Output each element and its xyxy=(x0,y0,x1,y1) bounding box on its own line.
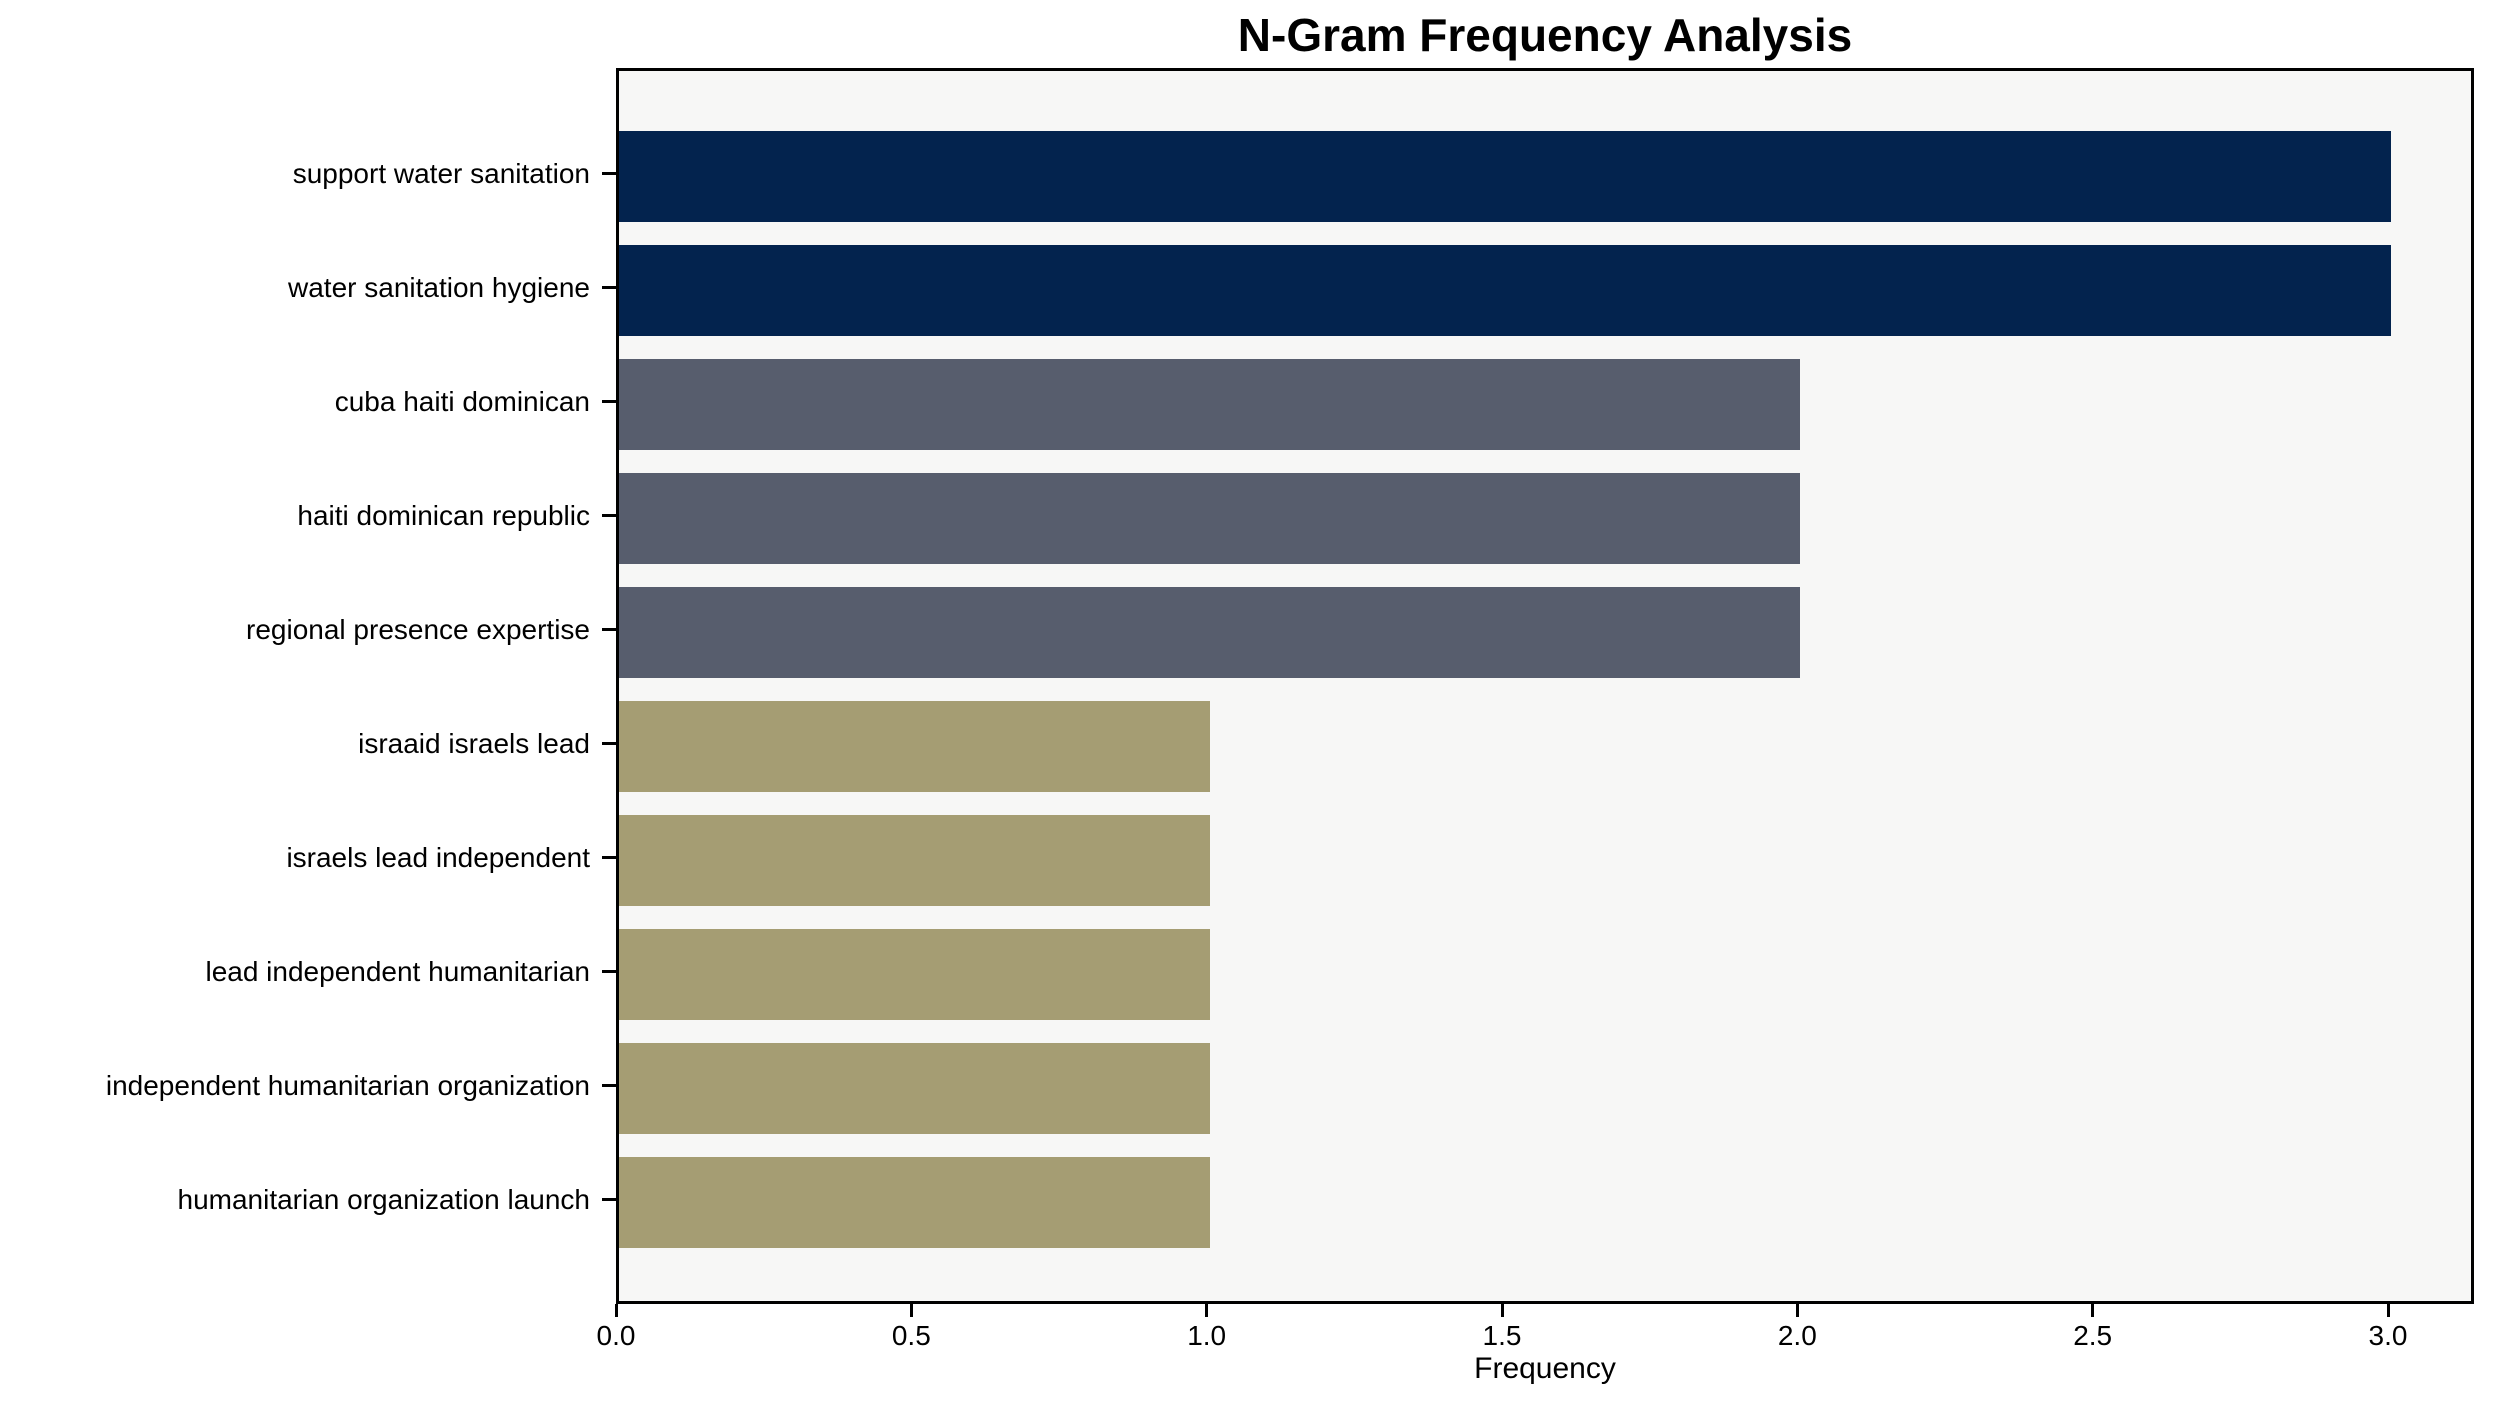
y-tick-mark xyxy=(602,970,616,973)
y-tick-label: support water sanitation xyxy=(292,157,590,189)
y-tick-mark xyxy=(602,514,616,517)
chart-title: N-Gram Frequency Analysis xyxy=(1237,9,1853,61)
y-tick-label: humanitarian organization launch xyxy=(177,1183,591,1215)
y-tick-label: water sanitation hygiene xyxy=(288,271,590,303)
x-tick-mark xyxy=(1795,1304,1799,1317)
y-tick-mark xyxy=(602,400,616,403)
x-axis-label: Frequency xyxy=(1474,1352,1616,1385)
x-tick-label: 0.0 xyxy=(596,1320,636,1351)
bar xyxy=(619,587,1800,678)
y-tick-mark xyxy=(602,172,616,175)
y-tick-label: regional presence expertise xyxy=(246,613,590,645)
x-tick-mark xyxy=(1500,1304,1504,1317)
bar xyxy=(619,245,2391,336)
bar xyxy=(619,1157,1210,1248)
y-tick-mark xyxy=(602,1198,616,1201)
bar xyxy=(619,473,1800,564)
x-tick-mark xyxy=(614,1304,618,1317)
x-tick-mark xyxy=(1205,1304,1209,1317)
y-tick-label: cuba haiti dominican xyxy=(334,385,590,417)
x-tick-label: 1.5 xyxy=(1482,1320,1522,1351)
x-tick-mark xyxy=(2091,1304,2095,1317)
bar xyxy=(619,1043,1210,1134)
x-tick-label: 2.0 xyxy=(1777,1320,1817,1351)
bar xyxy=(619,815,1210,906)
x-tick-mark xyxy=(909,1304,913,1317)
y-tick-label: israaid israels lead xyxy=(358,727,590,759)
x-tick-label: 0.5 xyxy=(891,1320,931,1351)
y-tick-mark xyxy=(602,628,616,631)
x-tick-label: 2.5 xyxy=(2073,1320,2113,1351)
bar xyxy=(619,131,2391,222)
bar xyxy=(619,929,1210,1020)
y-tick-mark xyxy=(602,856,616,859)
bar xyxy=(619,359,1800,450)
x-tick-label: 1.0 xyxy=(1187,1320,1227,1351)
bar xyxy=(619,701,1210,792)
x-tick-mark xyxy=(2386,1304,2390,1317)
y-tick-label: lead independent humanitarian xyxy=(205,955,590,987)
y-tick-mark xyxy=(602,1084,616,1087)
y-tick-label: israels lead independent xyxy=(286,841,590,873)
x-tick-label: 3.0 xyxy=(2368,1320,2408,1351)
y-tick-label: haiti dominican republic xyxy=(297,499,590,531)
y-tick-mark xyxy=(602,742,616,745)
y-tick-label: independent humanitarian organization xyxy=(105,1069,590,1101)
y-tick-mark xyxy=(602,286,616,289)
plot-area xyxy=(616,68,2474,1304)
